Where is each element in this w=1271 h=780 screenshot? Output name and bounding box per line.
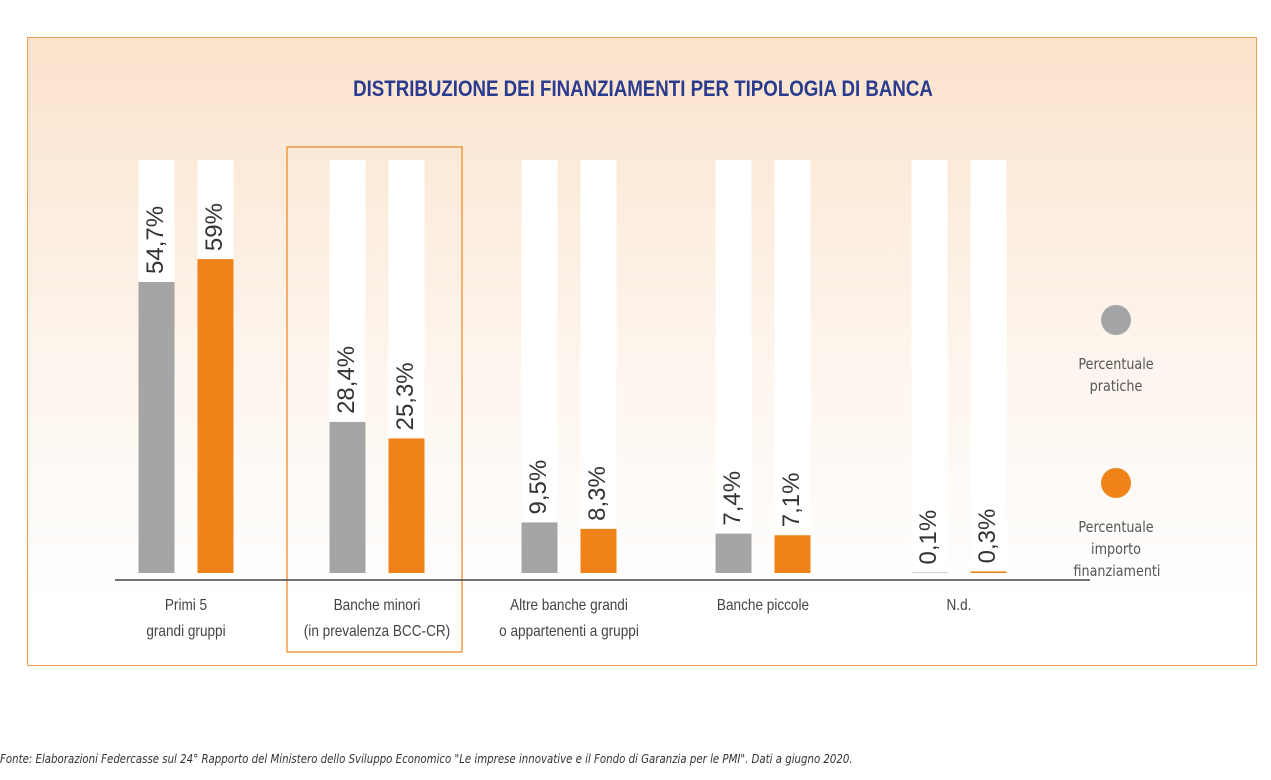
- legend-label: Percentuale pratiche: [1078, 355, 1154, 395]
- value-label: 7,1%: [778, 473, 805, 528]
- bar: [715, 533, 752, 573]
- legend-swatch: [1101, 468, 1131, 498]
- bar: [197, 259, 234, 573]
- value-label: 7,4%: [719, 471, 746, 526]
- bar: [580, 528, 617, 573]
- bar: [329, 421, 366, 573]
- legend-swatch: [1101, 305, 1131, 335]
- value-label: 9,5%: [525, 460, 552, 515]
- x-tick-label: o appartenenti a gruppi: [499, 623, 639, 640]
- value-label: 0,1%: [915, 510, 942, 565]
- bar: [138, 281, 175, 573]
- bar: [911, 572, 948, 573]
- bar-track: [774, 160, 811, 573]
- value-label: 59%: [201, 203, 228, 251]
- x-tick-label: N.d.: [947, 597, 972, 614]
- x-tick-label: Banche piccole: [717, 597, 809, 614]
- x-tick-label: Primi 5: [165, 597, 207, 614]
- bar-track: [580, 160, 617, 573]
- bar-track: [715, 160, 752, 573]
- value-label: 8,3%: [584, 466, 611, 521]
- value-label: 0,3%: [974, 509, 1001, 564]
- value-label: 54,7%: [142, 206, 169, 274]
- bar-track: [911, 160, 948, 573]
- chart-title: DISTRIBUZIONE DEI FINANZIAMENTI PER TIPO…: [353, 77, 933, 101]
- x-tick-label: (in prevalenza BCC-CR): [304, 623, 450, 640]
- highlight-box: [286, 146, 463, 653]
- x-tick-label: Banche minori: [334, 597, 421, 614]
- value-label: 25,3%: [392, 362, 419, 430]
- bar: [521, 522, 558, 573]
- x-tick-label: grandi gruppi: [146, 623, 225, 640]
- value-label: 28,4%: [333, 346, 360, 414]
- bar: [970, 571, 1007, 573]
- bar: [388, 438, 425, 573]
- bar-track: [970, 160, 1007, 573]
- source-note: Fonte: Elaborazioni Federcasse sul 24° R…: [0, 752, 853, 766]
- x-tick-label: Altre banche grandi: [510, 597, 628, 614]
- bar: [774, 535, 811, 573]
- legend-label: Percentuale importo finanziamenti: [1073, 518, 1161, 580]
- bar-track: [521, 160, 558, 573]
